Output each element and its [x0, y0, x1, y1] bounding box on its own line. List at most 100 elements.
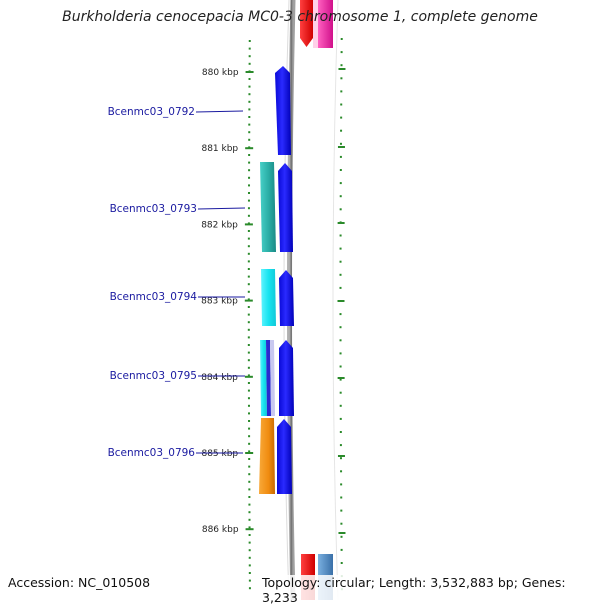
ruler-dot [248, 108, 251, 111]
ruler-dot [340, 522, 343, 525]
ruler-tick-label: 885 kbp [201, 449, 238, 459]
ruler-tick-label: 881 kbp [201, 144, 238, 154]
ruler-tick-label: 886 kbp [202, 525, 239, 535]
gene-label[interactable]: Bcenmc03_0796 [108, 447, 196, 459]
ruler-dot [248, 488, 251, 491]
ruler-dot [248, 549, 251, 552]
ruler-dot [339, 182, 342, 185]
cds-0794 [279, 270, 294, 326]
gene-label[interactable]: Bcenmc03_0792 [108, 106, 195, 118]
ruler-dot [339, 378, 342, 381]
ruler-major-tick [245, 71, 254, 73]
ruler-dot [248, 138, 251, 141]
ruler-dash-right [337, 377, 345, 379]
ruler-dot [247, 397, 250, 400]
cds-0795 [279, 340, 294, 416]
ruler-dash-right [337, 222, 345, 224]
ruler-dot [339, 234, 342, 237]
ruler-dot [340, 562, 343, 564]
ruler-dot [247, 245, 250, 248]
ruler-major-tick [245, 528, 254, 531]
ruler-dot [248, 169, 251, 172]
ruler-dot [248, 526, 251, 529]
ruler-dot [339, 169, 342, 171]
ruler-dot [248, 480, 251, 483]
ruler-dot [247, 298, 250, 301]
ruler-dot [247, 389, 250, 392]
ruler-dot [248, 123, 251, 126]
gene-label[interactable]: Bcenmc03_0795 [110, 370, 197, 382]
ruler-dot [339, 313, 342, 316]
ruler-dot [247, 192, 250, 194]
ruler-dot [247, 321, 250, 324]
ruler-dot [339, 286, 342, 289]
ruler-dot [248, 116, 251, 118]
ruler-dot [248, 55, 251, 58]
ruler-dot [339, 155, 342, 158]
ruler-dash-right [337, 300, 345, 302]
ruler-dot [248, 85, 251, 88]
map-title: Burkholderia cenocepacia MC0-3 chromosom… [62, 9, 538, 25]
ruler-dot [248, 541, 251, 544]
gene-label[interactable]: Bcenmc03_0793 [110, 203, 197, 215]
ruler-dot [340, 535, 343, 538]
cog-teal-0793 [260, 162, 276, 252]
accession-label: Accession: NC_010508 [8, 575, 151, 590]
ruler-dot [248, 93, 251, 96]
ruler-dot [339, 404, 342, 407]
ruler-dot [247, 328, 250, 331]
ruler-dash-right [338, 532, 346, 534]
ruler-dot [248, 78, 251, 80]
cds-features [275, 66, 294, 494]
ruler-tick-label: 884 kbp [201, 373, 238, 383]
ruler-tick-label: 883 kbp [201, 297, 238, 307]
ruler-tick-label: 880 kbp [202, 68, 239, 78]
ruler-dot [247, 237, 250, 240]
ruler-dot [340, 496, 343, 499]
cds-0792 [275, 66, 291, 155]
ruler-dot [248, 161, 251, 164]
ruler-dot [247, 359, 250, 362]
cog-cyan-0795 [260, 340, 267, 416]
ruler-dot [339, 457, 342, 460]
ruler-tick-label: 882 kbp [201, 220, 238, 230]
ruler-dash-right [338, 68, 346, 70]
ruler-dot [340, 77, 343, 80]
ruler-dot [340, 103, 343, 106]
ruler-dot [247, 268, 250, 270]
top-red-feature [300, 0, 313, 47]
ruler-dot [248, 176, 251, 179]
cds-0793 [278, 163, 293, 252]
gene-leader [195, 110, 244, 113]
ruler-dot [339, 208, 342, 211]
ruler-dot [248, 496, 251, 498]
ruler-dot [248, 556, 251, 559]
ruler-dot [248, 420, 251, 422]
ruler-dot [340, 509, 343, 512]
gene-label[interactable]: Bcenmc03_0794 [110, 291, 198, 303]
ruler-dot [339, 444, 342, 447]
ruler-dot [248, 473, 251, 476]
ruler-major-tick [244, 299, 253, 302]
ruler-dot [248, 564, 251, 567]
ruler-dot [248, 100, 251, 103]
top-pink-feature [318, 0, 333, 48]
ruler-dot [248, 450, 251, 453]
ruler-dot [339, 431, 342, 433]
ruler-dot [247, 290, 250, 293]
top-pink-light [313, 0, 318, 48]
ruler-dot [247, 306, 250, 308]
ruler-dot [340, 470, 343, 473]
cds-0796 [277, 419, 292, 494]
ruler-dot [248, 511, 251, 514]
ruler-major-ticks: 880 kbp 881 kbp 882 kbp 883 kbp 884 kbp 885 k… [201, 68, 254, 535]
ruler-dot [248, 465, 251, 468]
ruler-dot [339, 142, 342, 145]
ruler-dot [339, 417, 342, 420]
ruler-dot [340, 51, 343, 54]
ruler-dot [248, 442, 251, 445]
ruler-dot [248, 534, 251, 536]
ruler-dot [339, 391, 342, 394]
ruler-dot [339, 365, 342, 368]
